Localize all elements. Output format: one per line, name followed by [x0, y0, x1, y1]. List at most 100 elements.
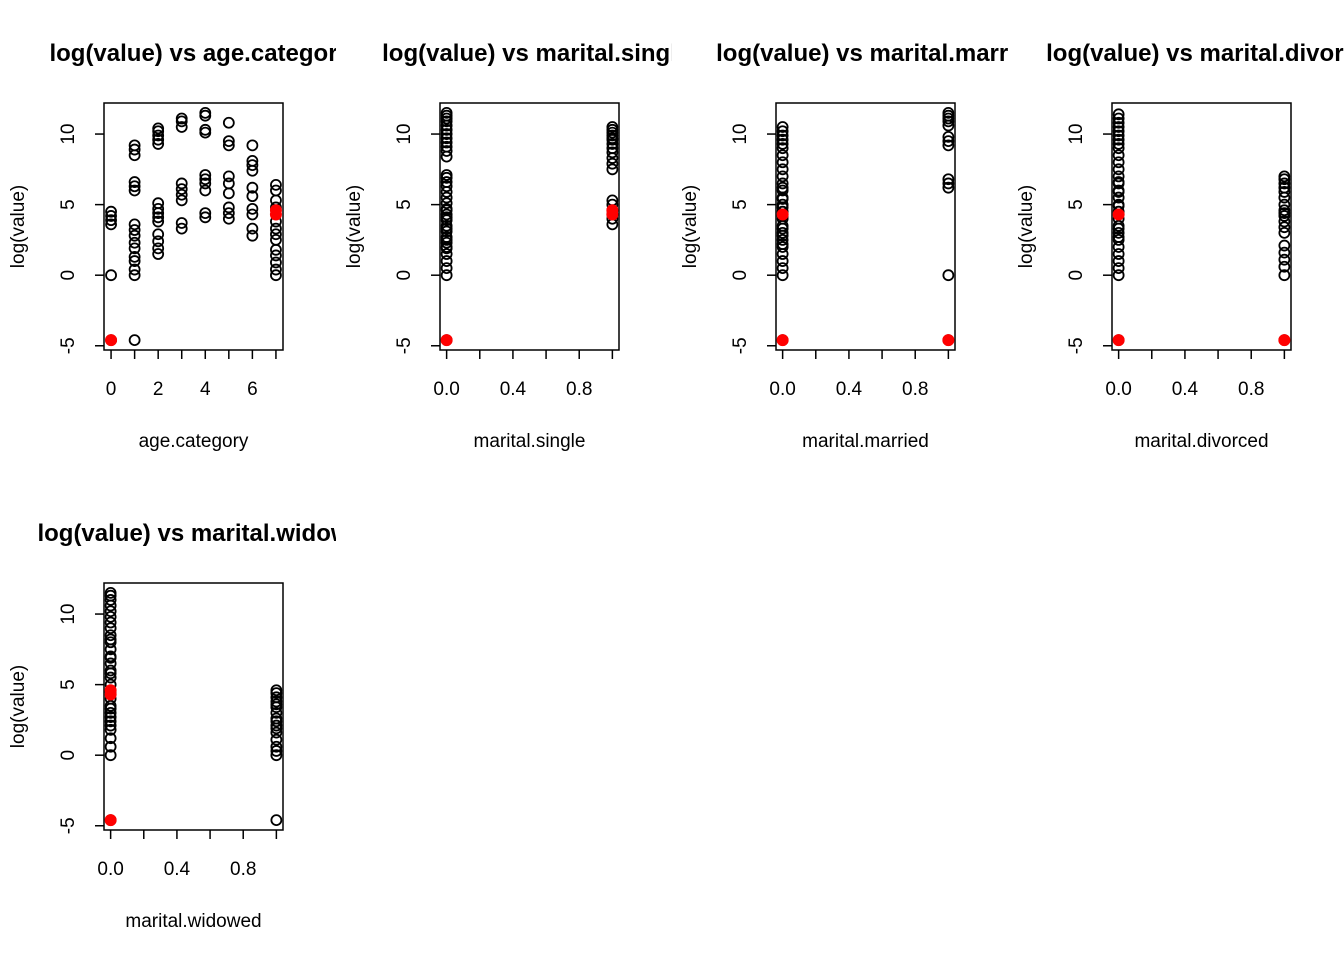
data-point	[270, 194, 282, 207]
data-point	[1112, 248, 1125, 260]
y-tick-label: -5	[1066, 337, 1087, 354]
data-point	[246, 190, 259, 203]
data-point	[1278, 239, 1291, 252]
data-point	[128, 269, 141, 282]
x-tick-label: 0.0	[769, 379, 795, 400]
data-point	[105, 214, 117, 227]
data-point	[270, 726, 283, 739]
y-tick-label: 10	[58, 603, 79, 624]
data-point	[175, 121, 188, 133]
data-point	[1278, 221, 1291, 234]
data-point	[199, 184, 212, 197]
y-axis-label: log(value)	[1016, 185, 1037, 268]
data-point	[776, 156, 789, 169]
x-axis-label: marital.married	[802, 431, 929, 452]
x-tick-label: 0.8	[1238, 379, 1264, 400]
data-point	[776, 269, 789, 282]
data-point	[1278, 177, 1291, 190]
data-point	[199, 211, 212, 224]
data-point	[1278, 207, 1291, 219]
data-point	[1278, 198, 1291, 211]
x-axis-label: marital.widowed	[125, 911, 261, 932]
highlight-point	[776, 334, 789, 347]
data-point	[606, 146, 619, 159]
data-point	[942, 177, 955, 190]
highlight-point	[1278, 334, 1291, 347]
data-point	[152, 122, 165, 135]
y-tick-label: 5	[58, 679, 79, 690]
data-point	[104, 715, 117, 728]
data-point	[776, 238, 789, 251]
data-point	[440, 248, 453, 260]
data-point	[1112, 121, 1125, 133]
y-tick-label: 0	[58, 750, 79, 761]
data-point	[222, 187, 235, 200]
data-point	[175, 177, 188, 190]
data-point	[152, 211, 165, 224]
data-point	[105, 269, 117, 282]
data-point	[1112, 156, 1125, 169]
data-point	[175, 188, 188, 201]
data-point	[270, 733, 283, 746]
data-point	[128, 263, 141, 276]
data-point	[440, 197, 453, 210]
data-point	[152, 235, 165, 248]
data-point	[776, 129, 789, 142]
data-point	[104, 629, 117, 642]
data-point	[199, 123, 212, 136]
plot-frame	[439, 102, 620, 351]
data-point	[246, 154, 259, 167]
data-point	[1112, 116, 1125, 129]
plot-frame	[103, 102, 284, 351]
data-point	[270, 715, 283, 728]
data-point	[1112, 231, 1125, 243]
data-point	[128, 229, 141, 242]
data-point	[104, 610, 117, 623]
data-point	[128, 255, 141, 267]
chart-title: log(value) vs marital.singl	[382, 40, 677, 67]
data-point	[128, 242, 141, 255]
data-point	[105, 210, 117, 222]
x-tick-label: 0.0	[433, 379, 459, 400]
data-point	[776, 177, 789, 190]
highlight-point	[942, 334, 955, 347]
data-point	[222, 116, 235, 129]
x-tick-label: 0	[106, 379, 117, 400]
data-point	[440, 180, 453, 193]
data-point	[776, 193, 789, 205]
data-point	[1112, 133, 1125, 146]
y-axis-label: log(value)	[680, 185, 701, 268]
highlight-point	[1112, 334, 1125, 347]
scatter-panel-4: log(value) vs marital.divorc 0.0 0.4 0.8 -5 0…	[1016, 40, 1344, 452]
data-point	[776, 170, 789, 183]
data-point	[440, 262, 453, 275]
data-point	[270, 698, 283, 711]
data-point	[1278, 226, 1291, 239]
x-tick-label: 0.0	[97, 859, 123, 880]
data-point	[104, 723, 117, 736]
data-point	[440, 269, 453, 282]
data-point	[776, 163, 789, 176]
data-point	[440, 211, 453, 224]
data-point	[128, 139, 141, 152]
y-tick-label: -5	[394, 337, 415, 354]
data-point	[440, 169, 453, 181]
data-point	[440, 136, 453, 149]
data-point	[776, 229, 789, 242]
data-point	[246, 181, 259, 194]
data-point	[440, 191, 453, 204]
data-point	[270, 249, 282, 262]
data-point	[128, 180, 141, 193]
x-axis-label: age.category	[139, 431, 249, 452]
data-point	[128, 184, 141, 197]
data-point	[440, 204, 453, 217]
data-point	[128, 143, 141, 156]
data-point	[1278, 181, 1291, 194]
data-point	[270, 184, 282, 197]
y-tick-label: 5	[1066, 199, 1087, 210]
x-tick-label: 6	[247, 379, 258, 400]
data-point	[942, 173, 955, 186]
data-point	[128, 218, 141, 231]
scatter-panel-1: log(value) vs age.categor 0 2 4 6 -5 0 5 10 age.c…	[8, 40, 336, 452]
data-point	[270, 178, 282, 191]
